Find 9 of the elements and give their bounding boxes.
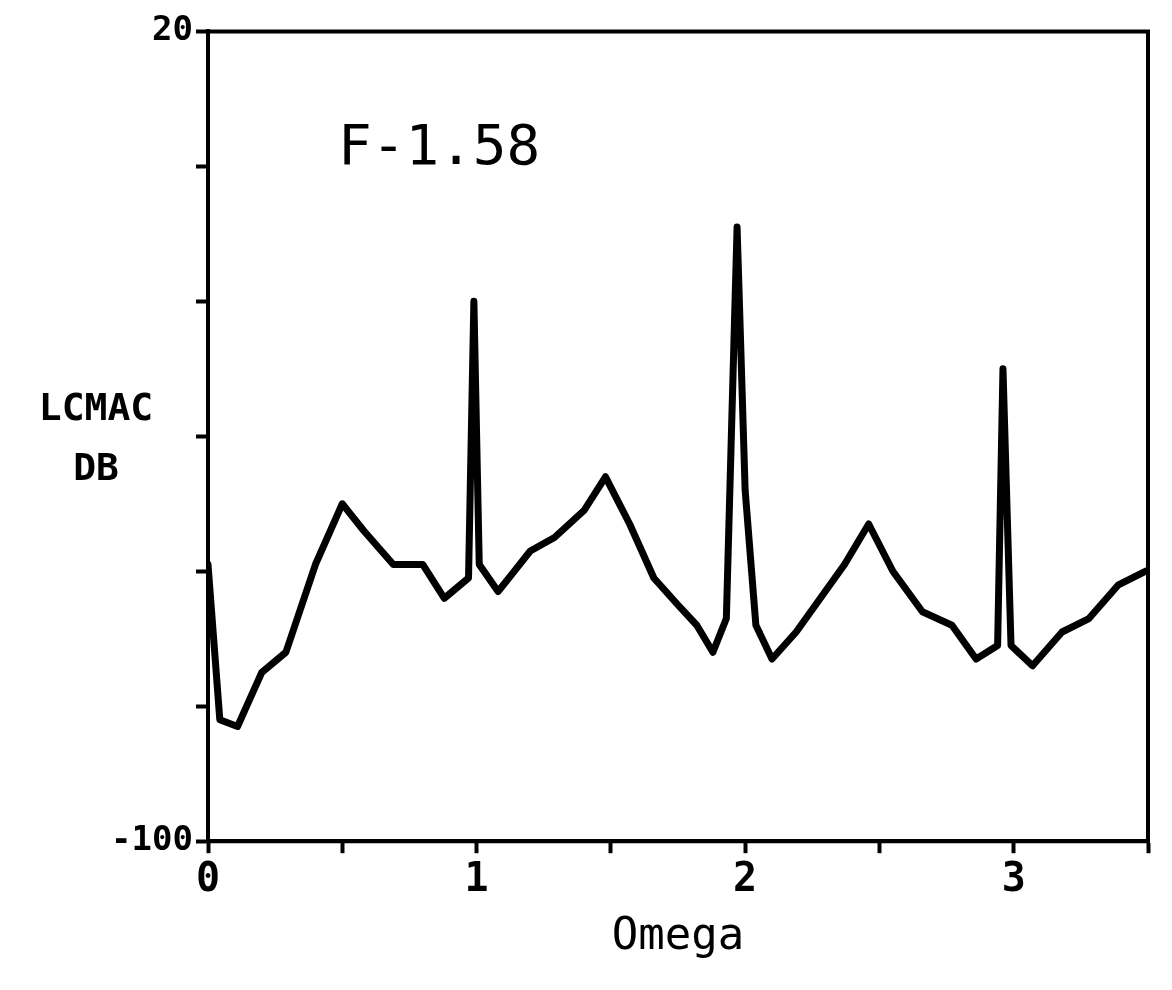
x-tick-label: 2 [733,853,758,900]
annotation: F-1.58 [338,111,541,177]
x-tick-label: 3 [1001,853,1026,900]
y-axis-title: LCMAC DB [38,385,154,490]
y-tick-label: 20 [152,8,193,49]
x-tick-label: 0 [195,853,221,900]
x-tick-label: 1 [464,853,489,900]
x-axis-title: Omega [611,908,745,960]
y-tick-label: -100 [111,818,193,859]
